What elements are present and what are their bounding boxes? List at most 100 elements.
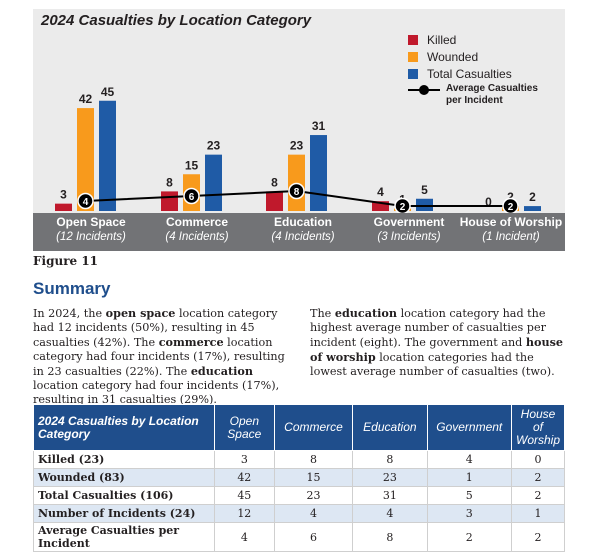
table-row: Killed (23) 3 8 8 4 0 xyxy=(33,450,565,469)
average-label: 4 xyxy=(83,197,89,208)
category-incidents: (4 Incidents) xyxy=(271,231,335,243)
category-label-government: Government (3 Incidents) xyxy=(355,215,463,245)
table-cell: 8 xyxy=(352,450,428,469)
table-header-cell: Open Space xyxy=(213,404,275,451)
bar-killed xyxy=(161,191,178,211)
table-cell: 0 xyxy=(511,450,565,469)
data-label: 3 xyxy=(60,188,67,202)
bar-killed xyxy=(266,191,283,211)
table-header-cell: House of Worship xyxy=(511,404,565,451)
table-row-label: Average Casualties per Incident xyxy=(33,522,215,552)
legend-swatch-total xyxy=(408,68,418,79)
bar-total xyxy=(99,100,116,211)
average-point xyxy=(288,182,305,200)
data-label: 31 xyxy=(312,119,326,133)
data-label: 23 xyxy=(207,139,221,153)
table-row-label: Total Casualties (106) xyxy=(33,486,215,505)
category-label-house-of-worship: House of Worship (1 Incident) xyxy=(457,215,565,245)
table-cell: 5 xyxy=(426,486,513,505)
table-cell: 2 xyxy=(511,486,565,505)
table-cell: 2 xyxy=(511,522,565,552)
legend-label: Killed xyxy=(427,32,457,47)
table-cell: 2 xyxy=(426,522,513,552)
summary-paragraph-right: The education location category had the … xyxy=(310,306,564,378)
casualties-table: 2024 Casualties by Location Category Ope… xyxy=(33,404,565,552)
table-cell: 6 xyxy=(273,522,354,552)
table-cell: 45 xyxy=(213,486,275,505)
bar-killed xyxy=(55,203,72,211)
average-label: 2 xyxy=(400,202,406,213)
legend-item-total: Total Casualties xyxy=(408,65,546,82)
data-label: 15 xyxy=(185,158,199,172)
chart-title: 2024 Casualties by Location Category xyxy=(41,12,312,29)
category-incidents: (3 Incidents) xyxy=(377,231,441,243)
average-point xyxy=(183,187,200,205)
table-header-row: 2024 Casualties by Location Category Ope… xyxy=(33,404,565,451)
average-point xyxy=(77,192,94,210)
figure-label: Figure 11 xyxy=(33,254,99,268)
table-row-label: Number of Incidents (24) xyxy=(33,504,215,523)
category-name: Education xyxy=(273,215,332,229)
data-label: 0 xyxy=(485,195,492,209)
table-cell: 15 xyxy=(273,468,354,487)
table-header-cell: Education xyxy=(352,404,428,451)
category-incidents: (1 Incident) xyxy=(482,231,540,243)
category-label-open-space: Open Space (12 Incidents) xyxy=(37,215,145,245)
data-label: 2 xyxy=(507,190,514,204)
table-row: Average Casualties per Incident 4 6 8 2 2 xyxy=(33,522,565,552)
table-cell: 8 xyxy=(352,522,428,552)
data-label: 45 xyxy=(101,85,115,99)
table-cell: 4 xyxy=(213,522,275,552)
data-label: 2 xyxy=(529,190,536,204)
legend-label: Total Casualties xyxy=(427,66,512,81)
category-label-commerce: Commerce (4 Incidents) xyxy=(143,215,251,245)
category-name: Government xyxy=(373,215,445,229)
category-incidents: (12 Incidents) xyxy=(56,231,126,243)
table-cell: 2 xyxy=(511,468,565,487)
data-label: 8 xyxy=(166,175,173,189)
table-cell: 31 xyxy=(352,486,428,505)
table-cell: 1 xyxy=(511,504,565,523)
table-cell: 1 xyxy=(426,468,513,487)
table-cell: 23 xyxy=(352,468,428,487)
legend-swatch-killed xyxy=(408,34,418,45)
bar-total xyxy=(416,198,433,211)
table-cell: 4 xyxy=(426,450,513,469)
data-label: 4 xyxy=(377,185,384,199)
table-cell: 12 xyxy=(213,504,275,523)
average-label: 8 xyxy=(294,187,300,198)
average-label: 2 xyxy=(508,202,514,213)
table-header-cell: Commerce xyxy=(273,404,354,451)
legend-swatch-wounded xyxy=(408,51,418,62)
table-cell: 3 xyxy=(213,450,275,469)
table-cell: 4 xyxy=(352,504,428,523)
data-label: 42 xyxy=(79,92,93,106)
category-incidents: (4 Incidents) xyxy=(165,231,229,243)
category-name: Commerce xyxy=(165,215,229,229)
bar-total xyxy=(205,154,222,211)
average-label: 6 xyxy=(189,192,195,203)
category-band: Open Space (12 Incidents) Commerce (4 In… xyxy=(33,213,565,251)
table-cell: 3 xyxy=(426,504,513,523)
category-label-education: Education (4 Incidents) xyxy=(249,215,357,245)
table-row: Number of Incidents (24) 12 4 4 3 1 xyxy=(33,504,565,523)
data-label: 8 xyxy=(271,175,278,189)
bar-total xyxy=(524,206,541,211)
table-header-cell: 2024 Casualties by Location Category xyxy=(33,404,215,451)
legend-line-marker xyxy=(408,83,440,97)
legend-item-killed: Killed xyxy=(408,31,546,48)
table-cell: 42 xyxy=(213,468,275,487)
legend-label: Average Casualties per Incident xyxy=(446,83,538,106)
legend-item-average: Average Casualties per Incident xyxy=(408,83,546,107)
legend: Killed Wounded Total Casualties Average … xyxy=(408,31,546,107)
category-name: Open Space xyxy=(56,215,126,229)
table-body: Killed (23) 3 8 8 4 0 Wounded (83) 42 15 23 1 2 Tota… xyxy=(33,450,565,552)
table-row-label: Killed (23) xyxy=(33,450,215,469)
legend-item-wounded: Wounded xyxy=(408,48,546,65)
bar-total xyxy=(310,135,327,211)
legend-label: Wounded xyxy=(427,49,479,64)
bar-chart: 38840421523124523315246822 xyxy=(55,85,541,215)
data-label: 5 xyxy=(421,183,428,197)
table-cell: 23 xyxy=(273,486,354,505)
table-row: Wounded (83) 42 15 23 1 2 xyxy=(33,468,565,487)
